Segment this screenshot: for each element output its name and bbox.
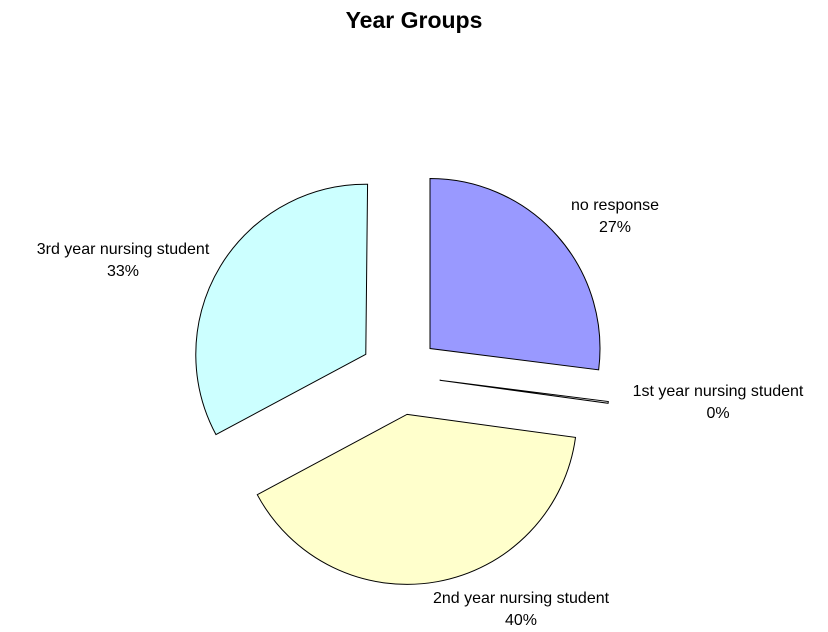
slice-name: 3rd year nursing student: [36, 241, 210, 258]
slice-value: 0%: [706, 405, 730, 422]
slice-name: no response: [570, 197, 660, 214]
slice-label-2nd-year: 2nd year nursing student 40%: [396, 588, 646, 632]
slice-label-1st-year: 1st year nursing student 0%: [598, 381, 828, 425]
slice-label-3rd-year: 3rd year nursing student 33%: [3, 239, 243, 283]
pie-slice-no-response: [429, 178, 601, 371]
slice-label-no-response: no response 27%: [545, 195, 685, 239]
slice-value: 27%: [598, 219, 632, 236]
chart-title: Year Groups: [345, 7, 483, 33]
slice-value: 40%: [504, 612, 538, 629]
pie-slice-2nd-year-nursing-student: [256, 413, 577, 585]
pie-slice-1st-year-nursing-student: [439, 379, 609, 404]
slice-name: 2nd year nursing student: [432, 590, 610, 607]
slice-value: 33%: [106, 263, 140, 280]
slice-name: 1st year nursing student: [632, 383, 804, 400]
pie-slice-3rd-year-nursing-student: [195, 183, 369, 436]
